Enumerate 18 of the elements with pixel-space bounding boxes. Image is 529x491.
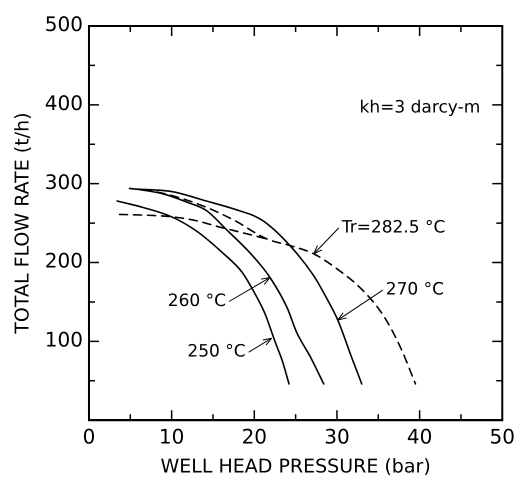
annotation: 260 °C [168, 290, 226, 311]
y-tick-label: 400 [44, 91, 83, 116]
annotation: 250 °C [187, 342, 246, 362]
x-tick-label: 50 [490, 424, 515, 448]
x-tick-label: 10 [158, 424, 184, 448]
annotation: 270 °C [386, 279, 444, 300]
x-tick-label: 30 [324, 424, 350, 448]
y-tick-label: 500 [44, 12, 83, 36]
x-axis-title: WELL HEAD PRESSURE (bar) [160, 456, 431, 478]
x-tick-label: 0 [82, 424, 96, 448]
y-tick-label: 200 [44, 248, 83, 273]
annotation: Tr=282.5 °C [340, 217, 446, 238]
x-tick-label: 20 [242, 424, 268, 448]
y-tick-label: 100 [44, 328, 83, 352]
x-tick-label: 40 [406, 424, 432, 448]
y-axis-title: TOTAL FLOW RATE (t/h) [11, 112, 34, 335]
annotation: kh=3 darcy-m [360, 97, 480, 118]
y-tick-label: 300 [44, 170, 83, 194]
